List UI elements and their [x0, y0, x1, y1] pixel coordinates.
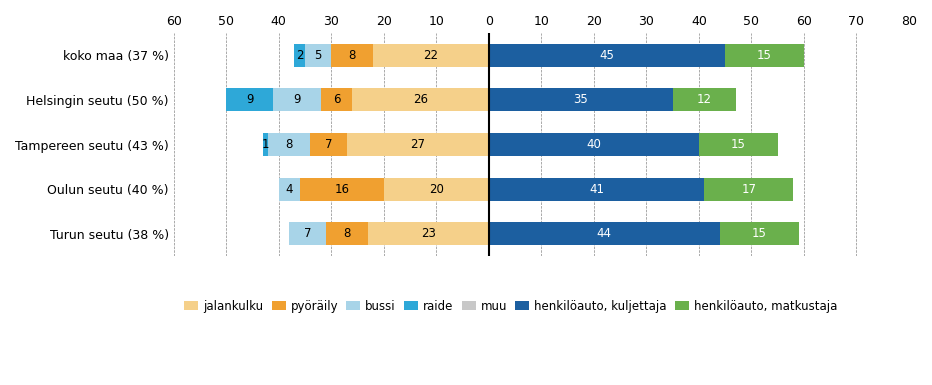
Bar — [488, 44, 725, 67]
Text: 26: 26 — [413, 93, 428, 106]
Bar — [488, 88, 673, 112]
Bar — [268, 133, 310, 156]
Bar — [705, 177, 793, 201]
Text: 15: 15 — [757, 49, 772, 62]
Text: 27: 27 — [410, 138, 425, 151]
Text: 8: 8 — [285, 138, 293, 151]
Text: 1: 1 — [262, 138, 269, 151]
Text: 7: 7 — [304, 227, 311, 240]
Text: 12: 12 — [696, 93, 712, 106]
Bar — [347, 133, 488, 156]
Bar — [725, 44, 804, 67]
Text: 17: 17 — [741, 182, 756, 196]
Text: 9: 9 — [246, 93, 254, 106]
Bar — [720, 222, 799, 246]
Bar — [273, 88, 321, 112]
Text: 20: 20 — [429, 182, 444, 196]
Bar — [279, 177, 300, 201]
Text: 4: 4 — [285, 182, 293, 196]
Text: 41: 41 — [589, 182, 604, 196]
Text: 8: 8 — [343, 227, 350, 240]
Text: 2: 2 — [296, 49, 304, 62]
Bar — [488, 133, 699, 156]
Text: 6: 6 — [333, 93, 340, 106]
Bar — [226, 88, 273, 112]
Text: 45: 45 — [599, 49, 614, 62]
Text: 15: 15 — [731, 138, 746, 151]
Bar — [321, 88, 352, 112]
Text: 35: 35 — [573, 93, 588, 106]
Bar — [488, 222, 720, 246]
Bar — [699, 133, 777, 156]
Bar — [673, 88, 735, 112]
Bar — [352, 88, 488, 112]
Text: 7: 7 — [325, 138, 333, 151]
Bar — [289, 222, 326, 246]
Text: 44: 44 — [596, 227, 611, 240]
Bar — [295, 44, 305, 67]
Bar — [368, 222, 488, 246]
Bar — [305, 44, 331, 67]
Text: 9: 9 — [294, 93, 301, 106]
Text: 23: 23 — [421, 227, 436, 240]
Text: 16: 16 — [335, 182, 350, 196]
Bar — [326, 222, 368, 246]
Text: 5: 5 — [314, 49, 322, 62]
Bar — [384, 177, 488, 201]
Bar — [373, 44, 488, 67]
Bar — [310, 133, 347, 156]
Text: 15: 15 — [752, 227, 767, 240]
Text: 40: 40 — [586, 138, 601, 151]
Bar — [488, 177, 705, 201]
Text: 8: 8 — [349, 49, 356, 62]
Bar — [263, 133, 268, 156]
Bar — [300, 177, 384, 201]
Legend: jalankulku, pyöräily, bussi, raide, muu, henkilöauto, kuljettaja, henkilöauto, m: jalankulku, pyöräily, bussi, raide, muu,… — [180, 295, 842, 317]
Bar — [331, 44, 373, 67]
Text: 22: 22 — [423, 49, 438, 62]
